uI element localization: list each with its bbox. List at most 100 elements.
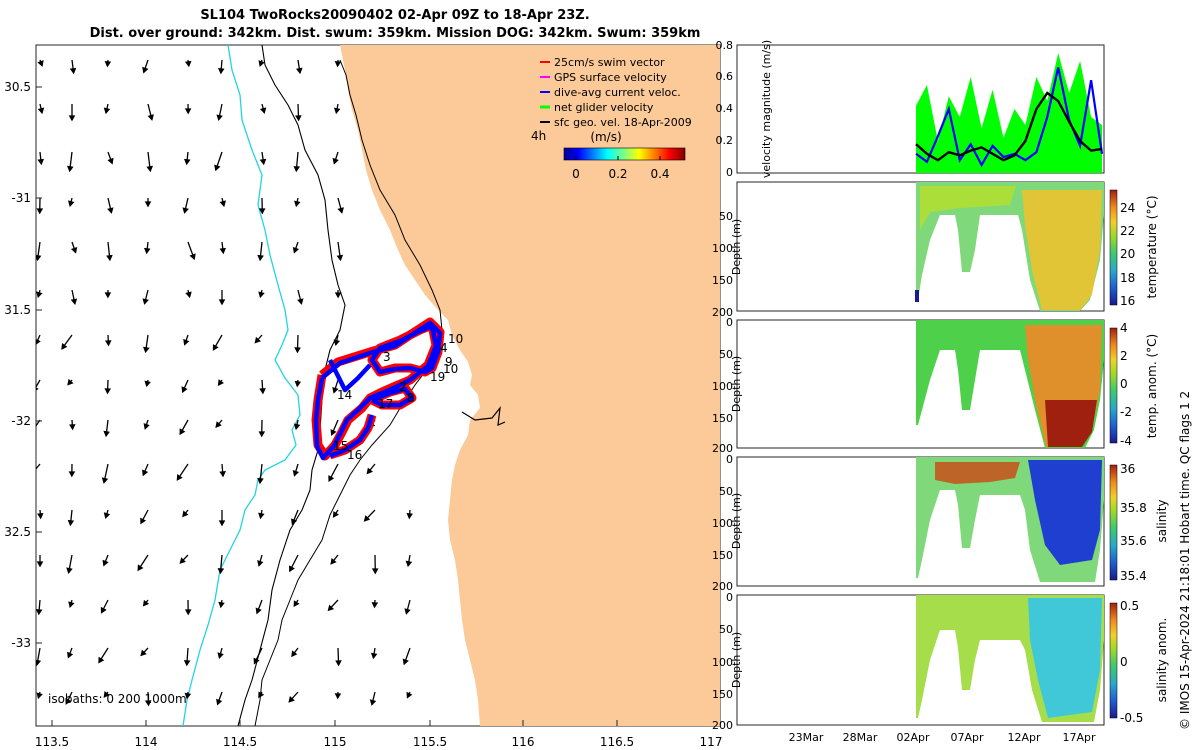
chart-title-line2: Dist. over ground: 342km. Dist. swum: 35… xyxy=(89,26,701,41)
colorbar-unit: (m/s) xyxy=(590,130,621,144)
velocity-arrow-head xyxy=(297,298,304,305)
velocity-arrow-head xyxy=(184,60,192,68)
section-panels: 50 100 150 200 0 50 100 150 200 0 50 100… xyxy=(712,181,1169,744)
velocity-arrow-head xyxy=(143,423,150,430)
velocity-arrow-head xyxy=(215,421,222,428)
temperature-cbar-tick: 16 xyxy=(1120,294,1135,308)
series-sfc-geo-velocity xyxy=(915,91,1103,162)
colorbar-tick: 0.4 xyxy=(650,167,669,181)
day-label: 3 xyxy=(383,350,391,364)
velocity-arrow-head xyxy=(183,158,191,166)
imos-watermark: © IMOS 15-Apr-2024 21:18:01 Hobart time.… xyxy=(1178,390,1192,730)
velocity-arrow-head xyxy=(333,107,341,115)
velocity-arrow-head xyxy=(36,387,39,391)
salinity-ylabel: Depth (m) xyxy=(730,493,743,549)
velocity-arrow-head xyxy=(294,347,301,354)
legend-item-net: net glider velocity xyxy=(554,101,654,114)
velocity-arrow-head xyxy=(406,691,413,699)
lat-tick: 31.5 xyxy=(4,303,31,317)
lon-tick: 116.5 xyxy=(600,735,634,749)
velocity-arrow-head xyxy=(67,378,74,386)
salinity-cbar-label: salinity xyxy=(1155,499,1169,542)
velocity-arrow-head xyxy=(189,253,196,261)
velocity-arrow-head xyxy=(104,340,112,347)
velocity-arrow-head xyxy=(61,343,68,350)
velocity-ylabel: velocity magnitude (m/s) xyxy=(760,40,773,178)
velocity-arrow-head xyxy=(67,519,75,527)
map-lon-ticks xyxy=(36,86,618,726)
velocity-arrow-head xyxy=(147,114,154,121)
velocity-arrow-head xyxy=(104,388,112,395)
velocity-arrow-head xyxy=(327,604,335,612)
temperature-ytick: 200 xyxy=(712,306,733,319)
velocity-arrow-head xyxy=(176,474,183,481)
day-label: 19 xyxy=(430,370,445,384)
date-tick: 07Apr xyxy=(950,731,984,744)
velocity-arrow-head xyxy=(257,477,264,485)
temp-anom-cbar-tick: -4 xyxy=(1120,434,1132,448)
day-label: 16 xyxy=(347,448,362,462)
velocity-arrow-head xyxy=(182,510,189,518)
velocity-arrow-head xyxy=(67,651,74,659)
temp-anom-cbar-tick: -2 xyxy=(1120,405,1132,419)
velocity-arrow-shaft xyxy=(36,419,41,427)
velocity-arrow-head xyxy=(291,518,298,526)
sal-anom-ylabel: Depth (m) xyxy=(730,632,743,688)
velocity-arrow-head xyxy=(405,560,413,568)
velocity-arrow-head xyxy=(258,431,266,438)
colorbar-tick: 0.2 xyxy=(608,167,627,181)
velocity-arrow-head xyxy=(142,599,150,607)
date-tick: 12Apr xyxy=(1007,731,1041,744)
velocity-arrow-head xyxy=(183,660,191,667)
velocity-arrow-head xyxy=(328,475,335,482)
colorbar-labels: temperature (°C) temp. anom. (°C) salini… xyxy=(1145,196,1169,703)
temp-anom-ytick: 200 xyxy=(712,442,733,455)
velocity-arrow-head xyxy=(216,698,223,706)
speed-colorbar xyxy=(563,147,686,161)
sal-anom-ytick: 50 xyxy=(719,623,733,636)
velocity-arrow-head xyxy=(293,166,301,173)
temperature-cbar-tick: 24 xyxy=(1120,201,1135,215)
map-legend: 25cm/s swim vector GPS surface velocity … xyxy=(531,56,692,181)
velocity-arrow-head xyxy=(103,430,110,438)
velocity-arrow-head xyxy=(104,292,112,299)
velocity-arrow-head xyxy=(36,692,43,700)
isobath-200m xyxy=(182,45,301,726)
lat-tick: 32.5 xyxy=(4,525,31,539)
velocity-arrow-head xyxy=(36,561,44,568)
velocity-arrow-head xyxy=(184,609,192,616)
day-label: 10 xyxy=(448,332,463,346)
velocity-arrow-head xyxy=(214,164,221,172)
sal-anom-cbar-tick: 0.5 xyxy=(1120,599,1139,613)
velocity-arrow-head xyxy=(104,61,112,68)
velocity-arrow-head xyxy=(140,649,147,657)
velocity-arrow-head xyxy=(70,246,78,254)
temperature-ytick: 50 xyxy=(719,210,733,223)
velocity-arrow-head xyxy=(36,609,43,616)
salinity-panel xyxy=(736,456,1118,587)
temperature-cbar-tick: 22 xyxy=(1120,224,1135,238)
lon-tick: 113.5 xyxy=(35,735,69,749)
date-tick: 17Apr xyxy=(1062,731,1096,744)
velocity-arrow-head xyxy=(36,254,42,262)
temp-anom-cbar-tick: 2 xyxy=(1120,349,1128,363)
velocity-arrow-head xyxy=(66,567,73,575)
velocity-arrow-head xyxy=(217,379,224,387)
day-label: 9 xyxy=(445,355,453,369)
velocity-arrow-head xyxy=(37,60,44,67)
map-panel: 3 4 9 10 19 2 8 14 17 16 15 10 isobaths:… xyxy=(4,44,722,749)
surface-velocity-arrows xyxy=(36,59,413,707)
temperature-ylabel: Depth (m) xyxy=(730,219,743,275)
temp-anom-ytick: 50 xyxy=(719,348,733,361)
time-label: 4h xyxy=(531,129,546,143)
velocity-arrow-head xyxy=(140,517,147,525)
track-current-vectors xyxy=(313,320,443,461)
salinity-cbar-tick: 35.6 xyxy=(1120,534,1147,548)
day-label: 10 xyxy=(443,362,458,376)
velocity-arrow-head xyxy=(370,652,378,660)
velocity-arrow-head xyxy=(218,299,226,306)
glider-track xyxy=(311,317,445,461)
temperature-colorbar xyxy=(1109,189,1118,306)
velocity-arrow-head xyxy=(185,291,192,299)
